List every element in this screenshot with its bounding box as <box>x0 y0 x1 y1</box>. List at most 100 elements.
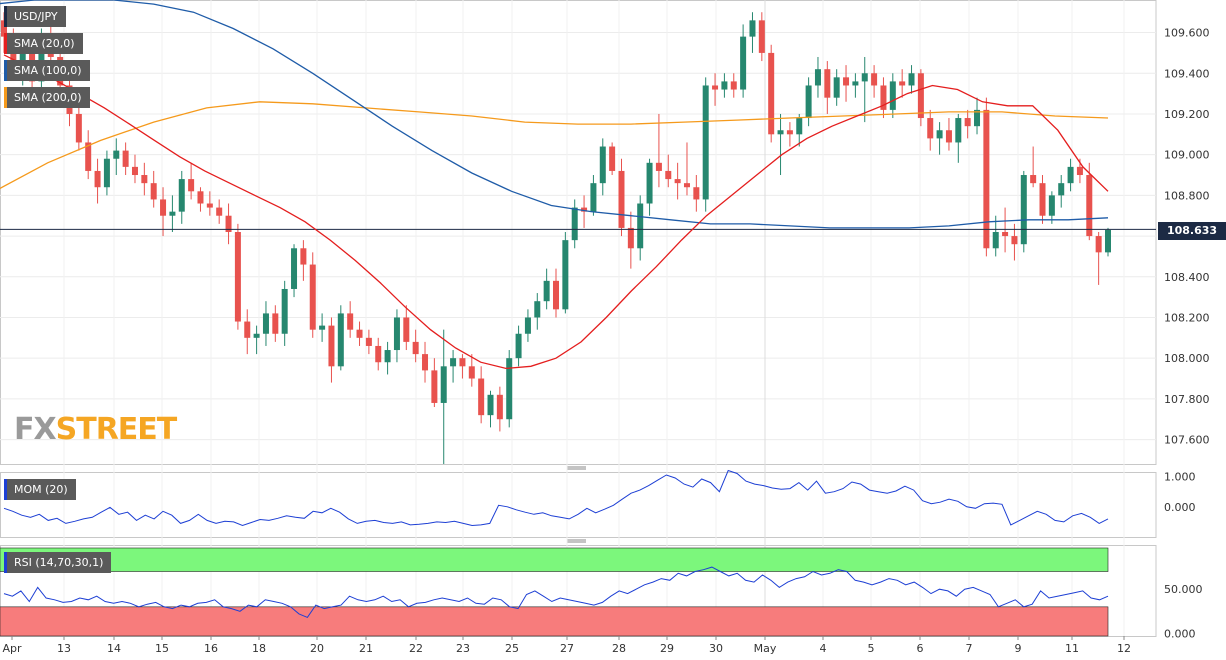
current-price-badge: 108.633 <box>1158 222 1226 240</box>
candle-body <box>917 73 924 119</box>
candle-body <box>328 325 335 367</box>
candle-body <box>272 313 279 334</box>
candle-body <box>103 158 110 188</box>
legend-sma200: SMA (200,0) <box>4 87 90 108</box>
candle-body <box>356 329 363 338</box>
candle-body <box>945 130 952 143</box>
indicator-lines <box>0 0 1156 619</box>
candle-body <box>197 191 204 204</box>
candle-body <box>169 211 176 216</box>
pane-frame <box>0 0 1157 465</box>
sma100-line <box>0 0 1109 229</box>
candle-body <box>609 146 616 171</box>
candle-body <box>319 325 326 330</box>
candle-body <box>375 345 382 363</box>
candle-body <box>786 130 793 135</box>
x-tick-label: 12 <box>1117 642 1131 655</box>
legend-swatch <box>4 552 7 573</box>
candle-body <box>300 248 307 265</box>
x-tick-label: 18 <box>252 642 266 655</box>
candle-body <box>365 337 372 346</box>
x-tick-label: 5 <box>868 642 875 655</box>
mom-tick-label: 0.000 <box>1164 501 1196 514</box>
candle-body <box>524 317 531 334</box>
rsi-tick-label: 0.000 <box>1164 627 1196 640</box>
pane-frame <box>0 472 1157 538</box>
candle-body <box>1076 166 1083 176</box>
candle-body <box>94 170 101 188</box>
candle-body <box>796 118 803 135</box>
price-tick-label: 108.400 <box>1164 271 1210 284</box>
legend-rsi-label: RSI (14,70,30,1) <box>14 556 104 569</box>
candle-body <box>646 162 653 204</box>
candle-body <box>431 370 438 403</box>
legend-swatch <box>4 87 7 108</box>
candle-body <box>908 73 915 86</box>
mom-tick-label: 1.000 <box>1164 471 1196 484</box>
candle-body <box>543 280 550 302</box>
candle-body <box>833 77 840 98</box>
logo-fx: FX <box>14 412 57 447</box>
candle-body <box>553 280 559 310</box>
candle-body <box>730 81 737 90</box>
candle-body <box>478 378 485 416</box>
legend-rsi: RSI (14,70,30,1) <box>4 552 112 573</box>
candle-body <box>487 394 494 416</box>
candle-body <box>674 179 681 184</box>
x-tick-label: 30 <box>709 642 723 655</box>
candle-body <box>702 85 709 200</box>
candles <box>1 12 1111 464</box>
candle-body <box>216 207 223 216</box>
candle-body <box>749 20 756 37</box>
candle-body <box>983 109 990 249</box>
candle-body <box>693 187 700 200</box>
price-tick-label: 109.000 <box>1164 149 1210 162</box>
x-tick-label: 27 <box>560 642 574 655</box>
candle-body <box>160 199 167 216</box>
candle-body <box>450 358 457 367</box>
price-tick-label: 108.200 <box>1164 311 1210 324</box>
candle-body <box>188 179 195 192</box>
pane-frame <box>0 545 1157 637</box>
price-tick-label: 107.800 <box>1164 393 1210 406</box>
x-tick-label: 20 <box>310 642 324 655</box>
candle-body <box>712 85 719 90</box>
legend-symbol: USD/JPY <box>4 6 66 27</box>
fxstreet-logo: FXSTREET <box>14 412 177 447</box>
candle-body <box>534 301 541 318</box>
rsi-overbought-zone <box>0 547 1109 572</box>
candle-body <box>590 183 597 212</box>
price-tick-label: 108.800 <box>1164 189 1210 202</box>
candle-body <box>496 394 503 420</box>
candle-body <box>113 150 120 159</box>
price-tick-label: 109.400 <box>1164 67 1210 80</box>
mom-line <box>3 469 1109 527</box>
candle-body <box>618 170 625 228</box>
candle-body <box>337 313 344 367</box>
x-tick-label: 16 <box>204 642 218 655</box>
candle-body <box>880 85 887 110</box>
candle-body <box>1030 175 1037 184</box>
grid <box>0 0 1157 637</box>
candle-body <box>562 240 569 310</box>
candle-body <box>206 203 213 208</box>
candle-body <box>889 81 896 110</box>
candle-body <box>1 20 7 37</box>
candle-body <box>1020 175 1027 245</box>
rsi-oversold-zone <box>0 606 1109 637</box>
sma200-line <box>0 101 1109 190</box>
legend-mom: MOM (20) <box>4 479 76 500</box>
candle-body <box>141 175 148 184</box>
x-tick-label: 14 <box>107 642 121 655</box>
legend-sma200-label: SMA (200,0) <box>14 91 82 104</box>
candle-body <box>262 313 269 334</box>
x-tick-label: 25 <box>505 642 519 655</box>
price-tick-label: 107.600 <box>1164 434 1210 447</box>
candle-body <box>777 130 784 135</box>
candle-body <box>38 36 45 82</box>
price-tick-label: 109.600 <box>1164 27 1210 40</box>
legend-swatch <box>4 6 7 27</box>
candle-body <box>131 166 138 176</box>
legend-sma100-label: SMA (100,0) <box>14 64 82 77</box>
candle-body <box>393 317 400 351</box>
